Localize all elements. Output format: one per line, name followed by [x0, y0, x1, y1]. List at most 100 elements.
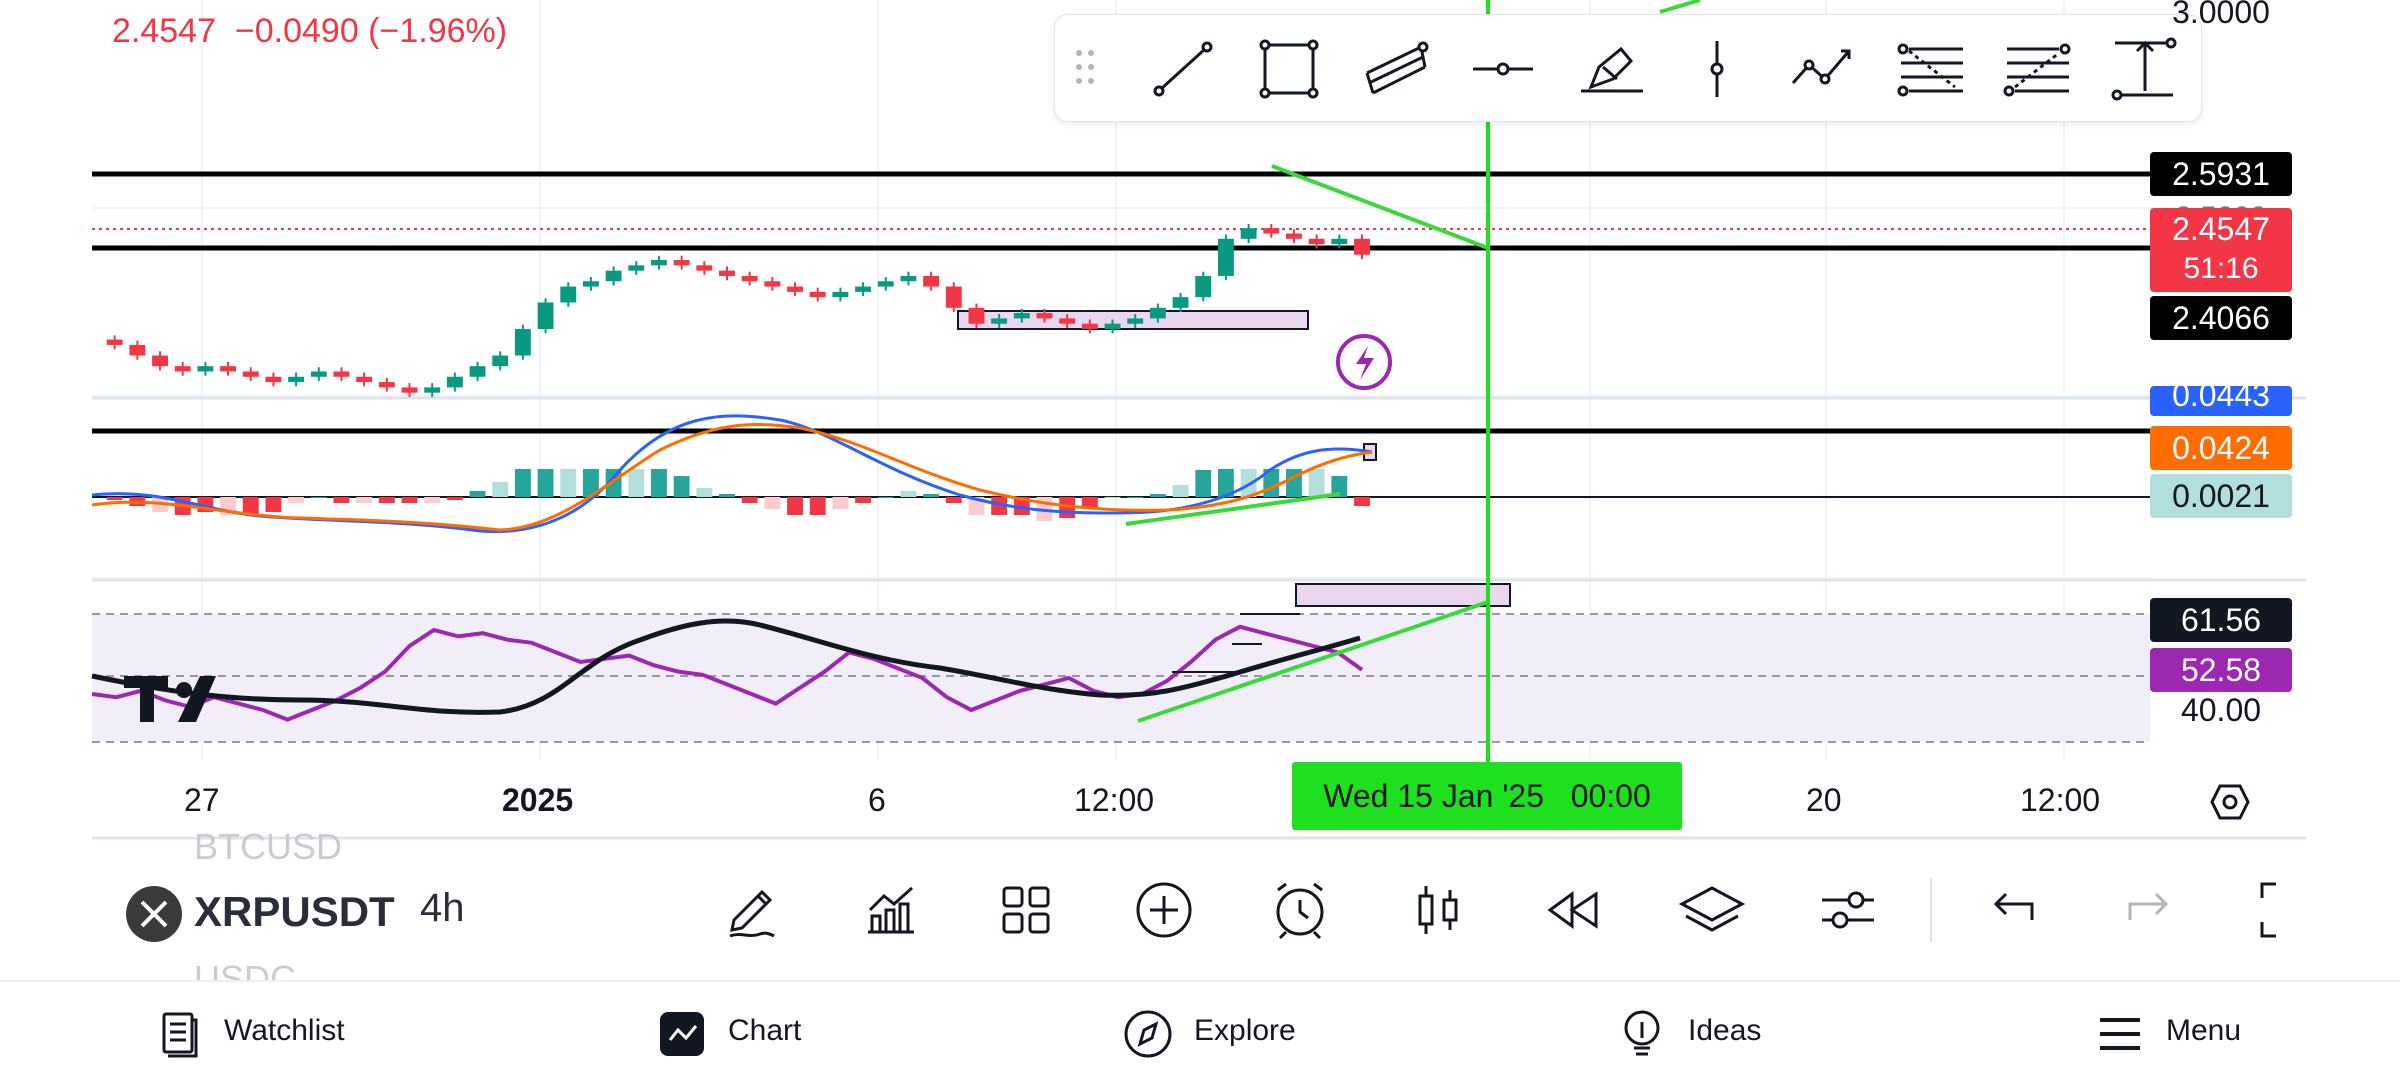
alert-icon[interactable] — [1264, 874, 1336, 946]
candle-body — [106, 339, 123, 345]
trendline-macd — [1125, 492, 1341, 526]
candle-body — [1059, 318, 1076, 324]
macd-histogram-bar — [1354, 497, 1370, 506]
macd-histogram-bar — [446, 497, 463, 500]
candle-body — [582, 281, 599, 287]
candle-body — [1195, 275, 1212, 298]
nav-label: Ideas — [1688, 1014, 1762, 1047]
candle-body — [242, 371, 259, 377]
macd-histogram-bar — [787, 497, 803, 515]
rsi-rectangle — [1295, 583, 1511, 607]
settings-icon[interactable] — [1812, 874, 1884, 946]
fullscreen-icon[interactable] — [2252, 874, 2306, 946]
macd-histogram-bar — [424, 497, 441, 503]
macd-histogram-bar — [514, 469, 531, 497]
macd-histogram-bar — [877, 497, 894, 498]
macd-histogram-bar — [1127, 497, 1144, 498]
candle-body — [356, 376, 373, 383]
indicators-icon[interactable] — [854, 874, 926, 946]
candle-body — [514, 329, 531, 356]
candle-body — [333, 371, 350, 377]
macd-histogram-bar — [1013, 497, 1030, 515]
lightning-event-icon — [1336, 334, 1392, 390]
macd-histogram-bar — [401, 497, 418, 503]
candle-body — [719, 270, 735, 276]
candle-body — [945, 286, 962, 308]
trend-line-icon[interactable] — [1145, 37, 1221, 101]
candle-body — [741, 275, 758, 282]
fib-extension-icon[interactable] — [1999, 37, 2075, 101]
candle-body — [1240, 228, 1257, 239]
templates-icon[interactable] — [990, 874, 1062, 946]
candle-body — [1217, 238, 1234, 276]
interval-selector[interactable]: 4h — [420, 886, 465, 930]
last-price-value: 2.4547 — [2172, 211, 2270, 247]
macd-histogram-bar — [923, 494, 940, 497]
macd-histogram-bar — [741, 497, 758, 503]
macd-histogram-bar — [696, 488, 713, 497]
candle-body — [1013, 313, 1030, 319]
fib-retracement-icon[interactable] — [1893, 37, 1969, 101]
path-icon[interactable] — [1785, 37, 1861, 101]
chart-canvas[interactable] — [0, 0, 2400, 840]
rectangle-icon[interactable] — [1251, 37, 1327, 101]
replay-icon[interactable] — [1538, 874, 1610, 946]
candle-body — [424, 387, 441, 393]
time-label: 20 — [1806, 782, 1842, 818]
candle-body — [877, 281, 894, 287]
candles-icon[interactable] — [1402, 874, 1474, 946]
macd-histogram-bar — [492, 482, 509, 497]
candle-body — [560, 286, 577, 303]
candle-body — [764, 281, 781, 287]
time-label: 6 — [868, 782, 886, 818]
vertical-line-icon[interactable] — [1679, 37, 1755, 101]
parallel-channel-icon[interactable] — [1359, 37, 1435, 101]
macd-histogram-bar — [1172, 485, 1189, 497]
candle-body — [991, 318, 1008, 324]
bottom-navigation — [0, 980, 2400, 1082]
measure-icon[interactable] — [2105, 37, 2181, 101]
candle-body — [651, 260, 667, 266]
redo-icon[interactable] — [2114, 874, 2186, 946]
menu-icon — [2100, 1018, 2140, 1050]
candle-body — [378, 382, 395, 388]
prev-symbol: BTCUSD — [194, 826, 343, 867]
price-scale-top: 3.0000 — [2172, 0, 2270, 30]
macd-histogram-bar — [310, 497, 327, 498]
candle-body — [1263, 228, 1280, 234]
candle-body — [310, 371, 327, 377]
macd-histogram-bar — [628, 469, 645, 497]
horizontal-ray-icon[interactable] — [1465, 37, 1541, 101]
chart-area[interactable]: 2.4547 −0.0490 (−1.96%) 3.0000 2.5000 2.… — [0, 0, 2400, 840]
nav-label: Chart — [728, 1014, 802, 1047]
candle-body — [1036, 313, 1053, 319]
macd-histogram — [106, 469, 1370, 521]
macd-histogram-bar — [1331, 476, 1348, 497]
macd-histogram-bar — [1195, 470, 1212, 497]
settings-hexagon-icon[interactable] — [2210, 782, 2250, 822]
candle-body — [900, 275, 917, 282]
candlestick-series — [106, 223, 1370, 397]
drag-handle-icon[interactable] — [1073, 47, 1099, 87]
macd-histogram-bar — [764, 497, 781, 509]
macd-histogram-bar — [832, 497, 849, 509]
add-icon[interactable] — [1128, 874, 1200, 946]
candle-body — [197, 366, 214, 372]
candle-body — [968, 307, 985, 324]
signal-value-tag: 0.0424 — [2150, 426, 2292, 470]
price-header: 2.4547 −0.0490 (−1.96%) — [112, 12, 508, 50]
macd-histogram-bar — [106, 497, 123, 500]
time-label: 12:00 — [1074, 782, 1155, 818]
pen-icon[interactable] — [716, 874, 788, 946]
bar-countdown: 51:16 — [2183, 252, 2259, 285]
macd-histogram-bar — [855, 497, 872, 503]
macd-histogram-bar — [1240, 469, 1257, 497]
candle-body — [605, 270, 622, 282]
rsi-ma-value-tag: 61.56 — [2150, 598, 2292, 642]
chart-icon — [660, 1012, 704, 1056]
undo-icon[interactable] — [1976, 874, 2048, 946]
brush-icon[interactable] — [1573, 37, 1649, 101]
layers-icon[interactable] — [1676, 874, 1748, 946]
candle-body — [220, 366, 237, 372]
candle-body — [1149, 307, 1166, 319]
